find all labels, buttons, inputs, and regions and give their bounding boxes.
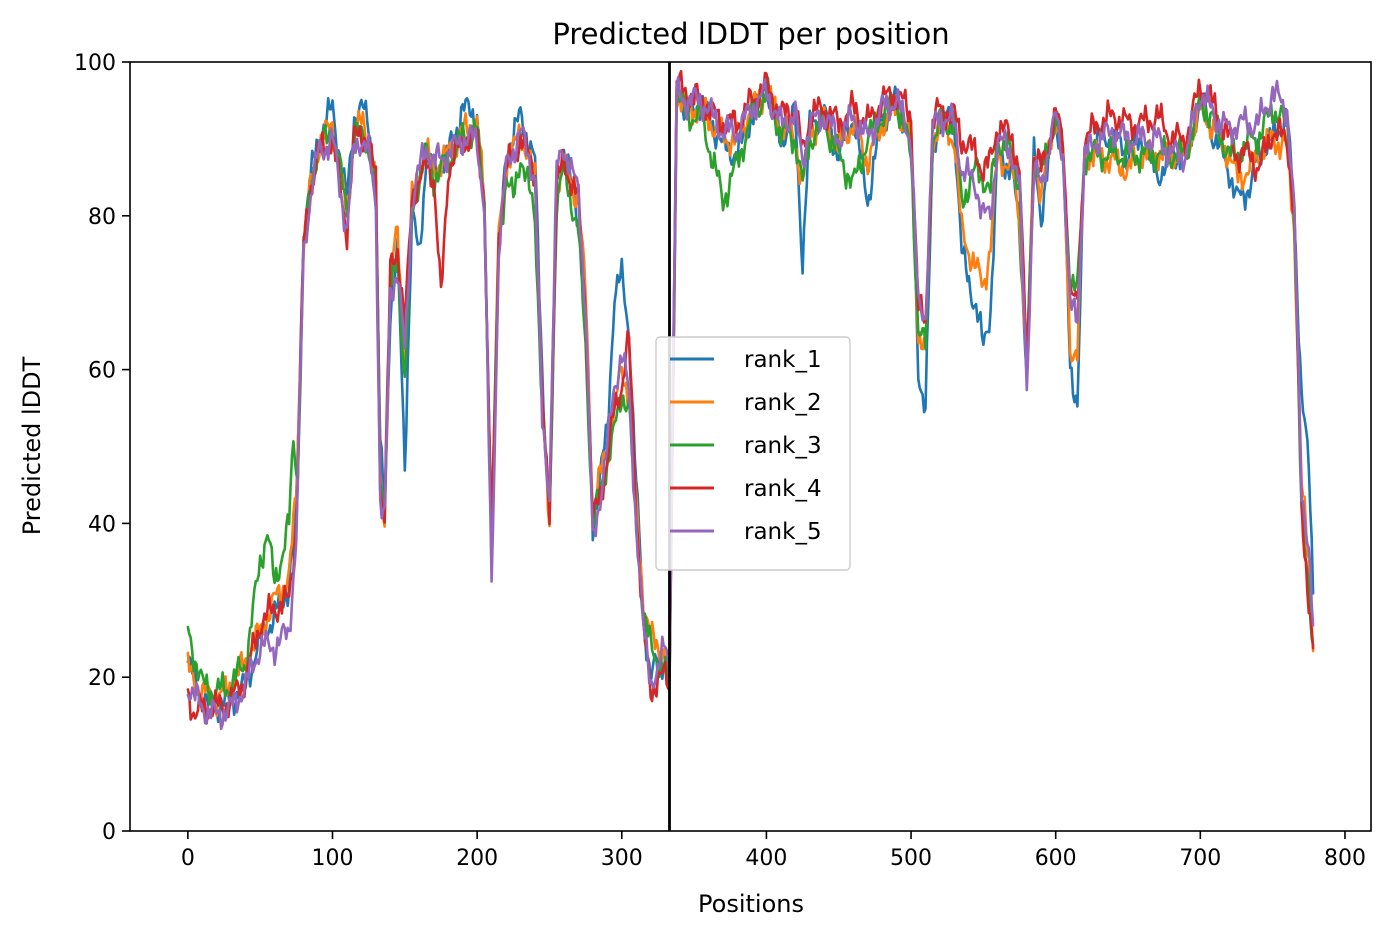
x-tick-label: 200 (456, 846, 498, 871)
x-tick-label: 700 (1179, 846, 1221, 871)
x-tick-label: 500 (890, 846, 932, 871)
x-tick-label: 600 (1035, 846, 1077, 871)
x-tick-label: 100 (311, 846, 353, 871)
x-tick-label: 0 (181, 846, 195, 871)
y-tick-label: 60 (88, 359, 116, 384)
y-tick-label: 20 (88, 666, 116, 691)
legend-box (655, 336, 851, 571)
y-axis-label: Predicted lDDT (18, 356, 46, 535)
legend-label-rank_3: rank_3 (744, 433, 822, 459)
legend-label-rank_1: rank_1 (744, 347, 822, 373)
legend-label-rank_4: rank_4 (744, 476, 822, 502)
series-group (186, 69, 1315, 731)
x-tick-label: 300 (601, 846, 643, 871)
x-tick-label: 400 (745, 846, 787, 871)
plot-frame (129, 61, 1372, 832)
chart-title: Predicted lDDT per position (552, 17, 949, 51)
x-axis-label: Positions (698, 890, 804, 918)
x-tick-label: 800 (1324, 846, 1366, 871)
y-tick-label: 0 (102, 820, 116, 845)
legend: rank_1 rank_2 rank_3 rank_4 rank_5 (655, 336, 851, 571)
legend-label-rank_2: rank_2 (744, 390, 822, 416)
y-tick-label: 80 (88, 205, 116, 230)
series-line-rank_4 (186, 69, 1315, 722)
y-tick-label: 40 (88, 512, 116, 537)
series-line-rank_5 (186, 76, 1315, 731)
y-tick-label: 100 (74, 51, 116, 76)
legend-label-rank_5: rank_5 (744, 519, 822, 545)
axes: 0 100 200 300 400 500 600 700 800 0 20 40 60 80 100 (74, 51, 1372, 871)
